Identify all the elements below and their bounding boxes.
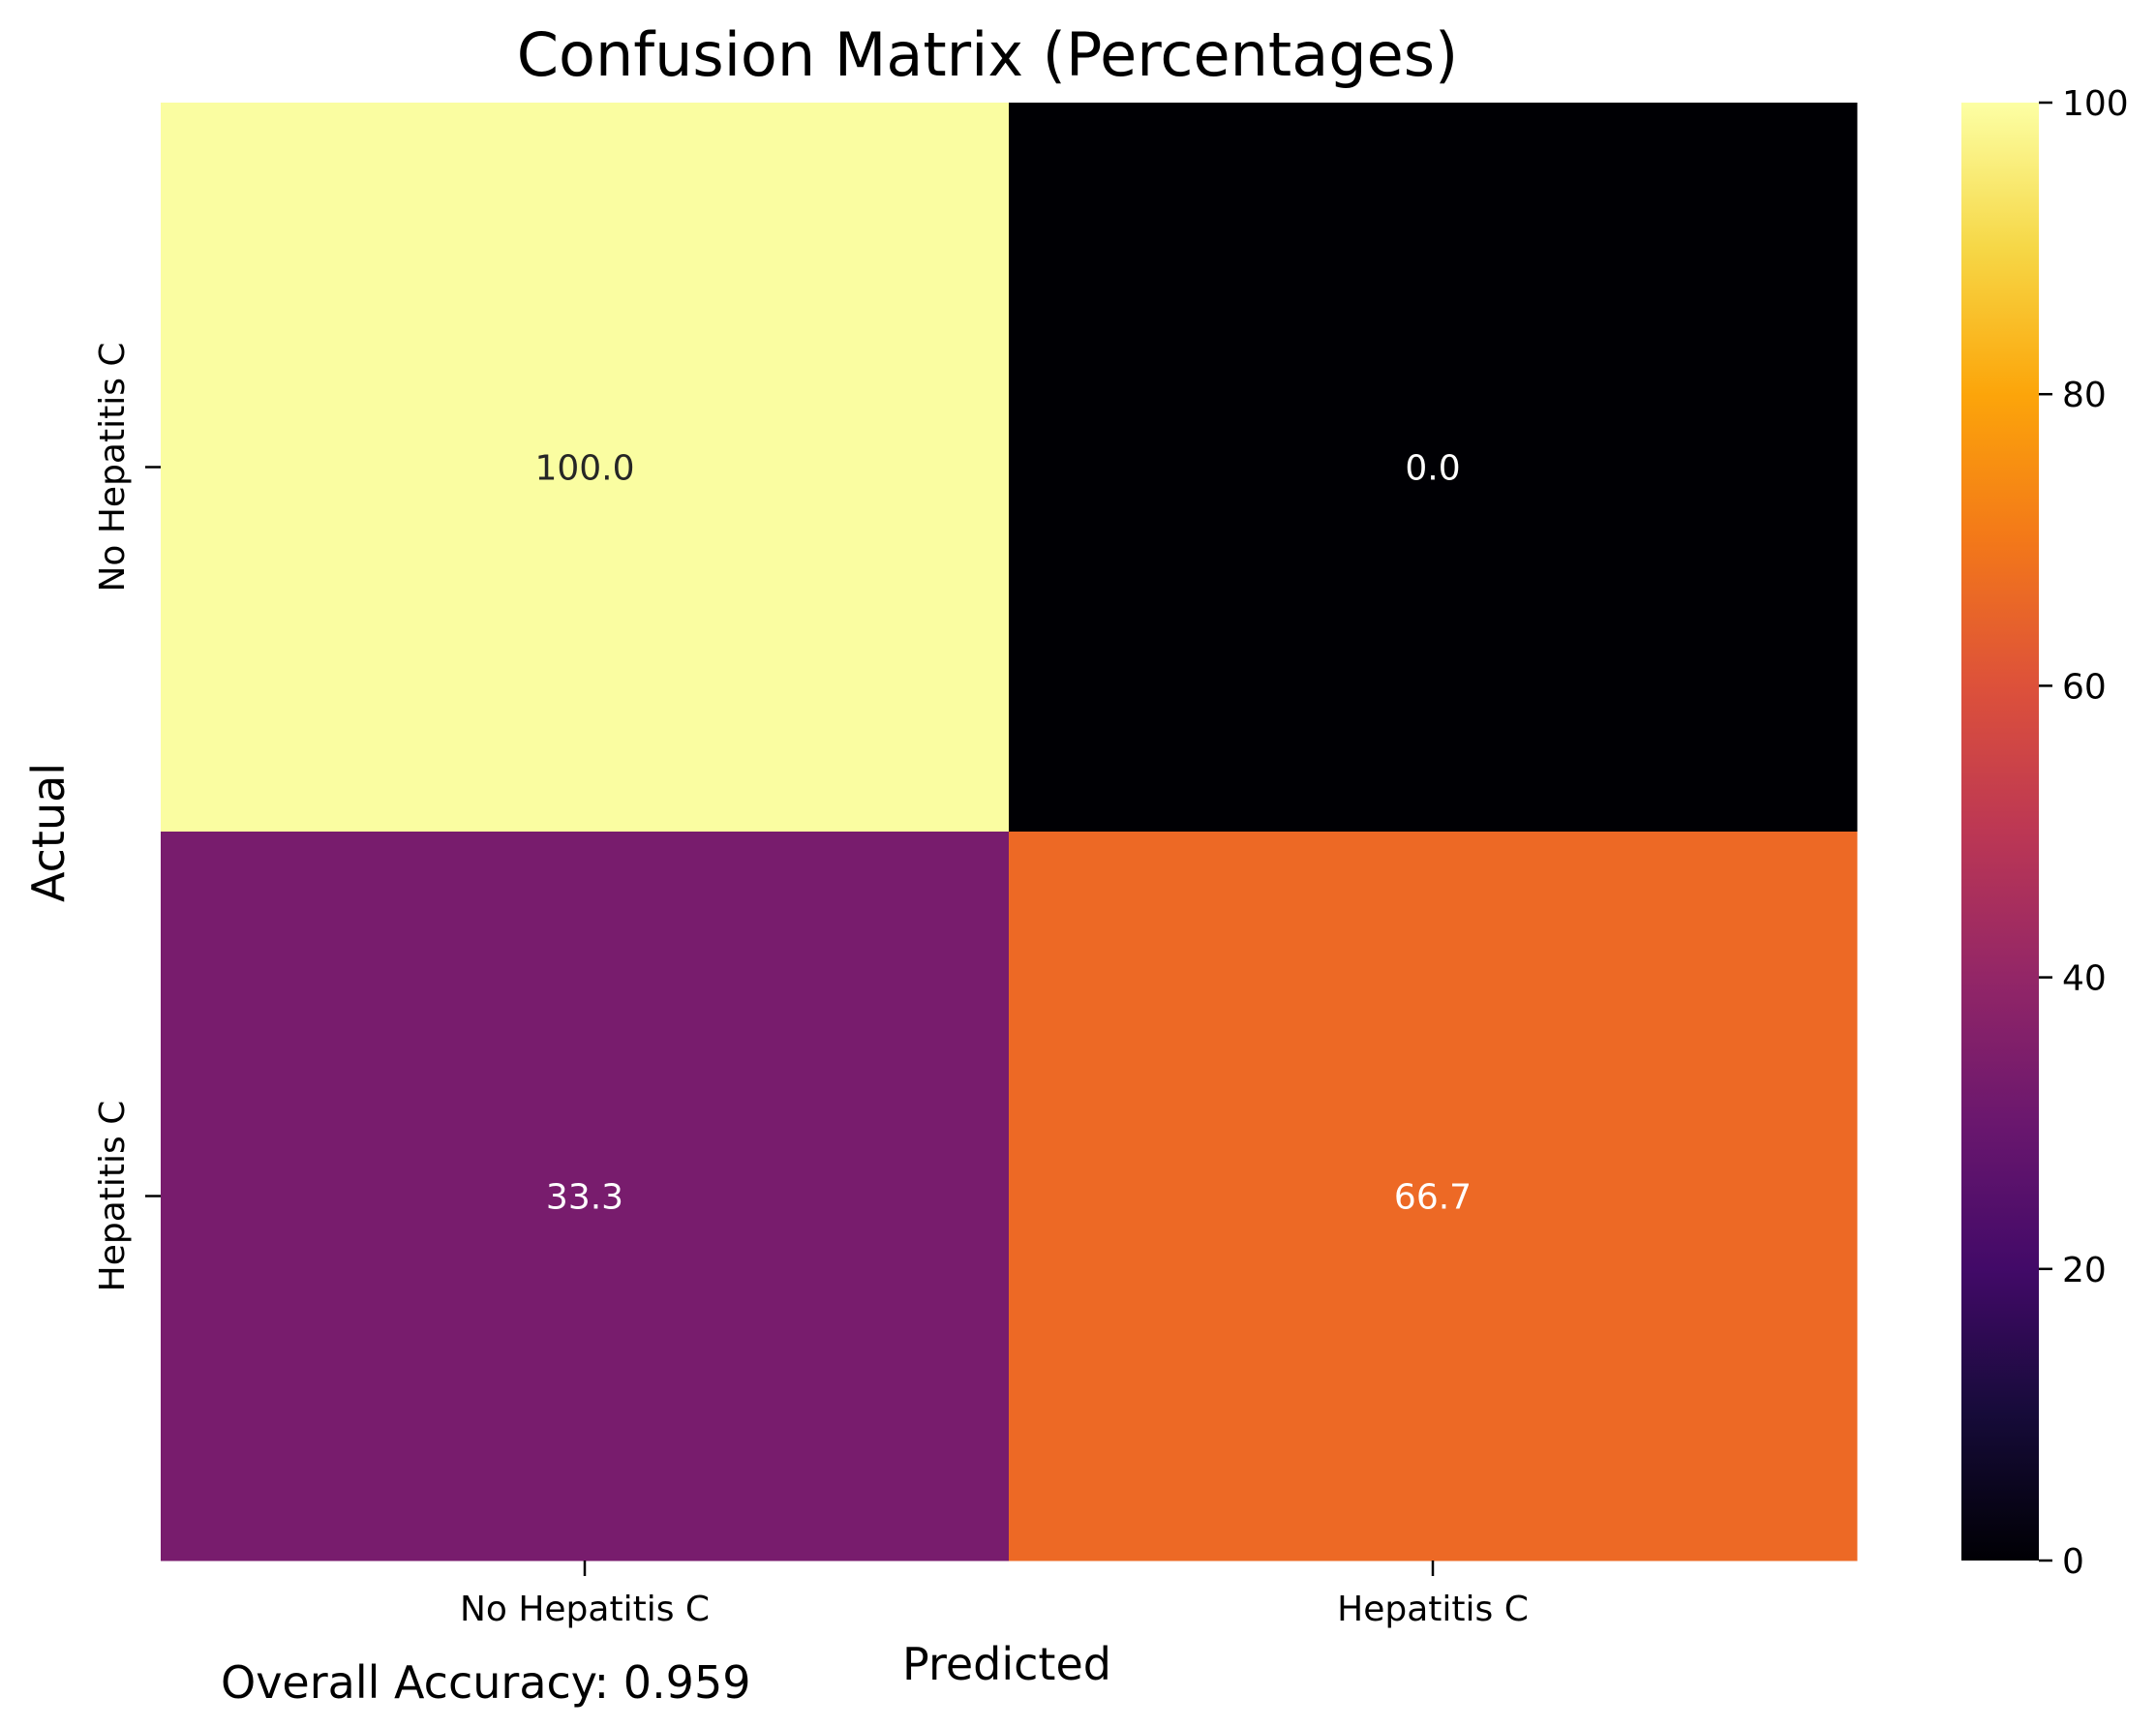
cell-value-label-r1-c0: 33.3 bbox=[546, 1178, 623, 1218]
x-axis: No Hepatitis C Hepatitis C bbox=[460, 1561, 1529, 1629]
colorbar-tick-label-3: 60 bbox=[2062, 667, 2107, 707]
cell-value-label-r1-c1: 66.7 bbox=[1394, 1178, 1472, 1218]
heatmap-cells bbox=[161, 103, 1858, 1561]
heatmap-cell-r0-c1 bbox=[1009, 103, 1858, 833]
colorbar-tick-label-4: 80 bbox=[2062, 376, 2107, 415]
heatmap-cell-r0-c0 bbox=[161, 103, 1010, 833]
heatmap-cell-labels: 100.0 0.0 33.3 66.7 bbox=[534, 449, 1472, 1218]
cell-value-label-r0-c1: 0.0 bbox=[1405, 449, 1460, 489]
x-tick-label-0: No Hepatitis C bbox=[460, 1590, 710, 1629]
colorbar-tick-label-1: 20 bbox=[2062, 1251, 2107, 1290]
cell-value-label-r0-c0: 100.0 bbox=[534, 449, 634, 489]
colorbar-tick-label-0: 0 bbox=[2062, 1542, 2084, 1582]
colorbar-tick-label-2: 40 bbox=[2062, 959, 2107, 999]
x-axis-label: Predicted bbox=[902, 1638, 1111, 1690]
y-tick-label-0: No Hepatitis C bbox=[93, 342, 133, 591]
chart-title: Confusion Matrix (Percentages) bbox=[517, 19, 1458, 90]
heatmap-cell-r1-c1 bbox=[1009, 832, 1858, 1561]
colorbar bbox=[1961, 103, 2039, 1561]
x-tick-label-1: Hepatitis C bbox=[1337, 1590, 1529, 1629]
colorbar-tick-label-5: 100 bbox=[2062, 84, 2129, 124]
y-axis-label: Actual bbox=[22, 763, 75, 902]
y-tick-label-1: Hepatitis C bbox=[93, 1101, 133, 1292]
y-axis: No Hepatitis C Hepatitis C bbox=[93, 342, 161, 1291]
overall-accuracy-annotation: Overall Accuracy: 0.959 bbox=[221, 1656, 751, 1709]
colorbar-ticks: 0 20 40 60 80 100 bbox=[2039, 84, 2129, 1582]
heatmap-cell-r1-c0 bbox=[161, 832, 1010, 1561]
